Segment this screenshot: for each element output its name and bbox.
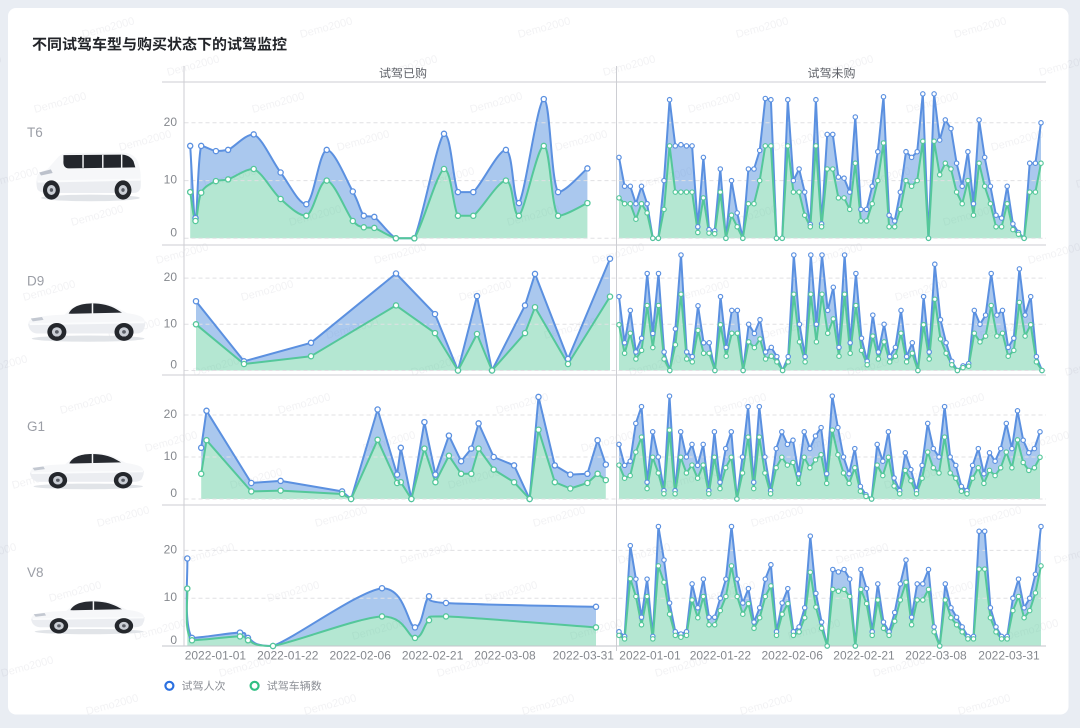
svg-text:10: 10 [164, 449, 178, 463]
svg-text:2022-01-01: 2022-01-01 [185, 649, 247, 663]
svg-text:2022-03-08: 2022-03-08 [905, 649, 967, 663]
svg-text:10: 10 [164, 173, 178, 187]
svg-text:2022-03-31: 2022-03-31 [978, 649, 1040, 663]
svg-text:2022-01-22: 2022-01-22 [257, 649, 319, 663]
svg-text:G1: G1 [27, 419, 45, 434]
svg-text:20: 20 [164, 407, 178, 421]
svg-text:20: 20 [164, 542, 178, 556]
svg-text:D9: D9 [27, 274, 44, 289]
svg-text:2022-02-21: 2022-02-21 [833, 649, 895, 663]
svg-text:0: 0 [170, 358, 177, 372]
svg-text:2022-01-22: 2022-01-22 [690, 649, 752, 663]
svg-text:20: 20 [164, 115, 178, 129]
svg-text:2022-01-01: 2022-01-01 [619, 649, 681, 663]
svg-text:2022-02-21: 2022-02-21 [402, 649, 464, 663]
svg-text:T6: T6 [27, 125, 43, 140]
svg-text:20: 20 [164, 270, 178, 284]
svg-text:10: 10 [164, 316, 178, 330]
svg-text:2022-03-08: 2022-03-08 [474, 649, 536, 663]
svg-text:2022-02-06: 2022-02-06 [330, 649, 392, 663]
svg-text:2022-03-31: 2022-03-31 [553, 649, 615, 663]
svg-text:10: 10 [164, 590, 178, 604]
svg-text:0: 0 [170, 633, 177, 647]
svg-text:0: 0 [170, 225, 177, 239]
svg-text:2022-02-06: 2022-02-06 [762, 649, 824, 663]
svg-text:Demo2000: Demo2000 [1075, 165, 1080, 191]
svg-text:0: 0 [170, 486, 177, 500]
svg-text:V8: V8 [27, 565, 44, 580]
